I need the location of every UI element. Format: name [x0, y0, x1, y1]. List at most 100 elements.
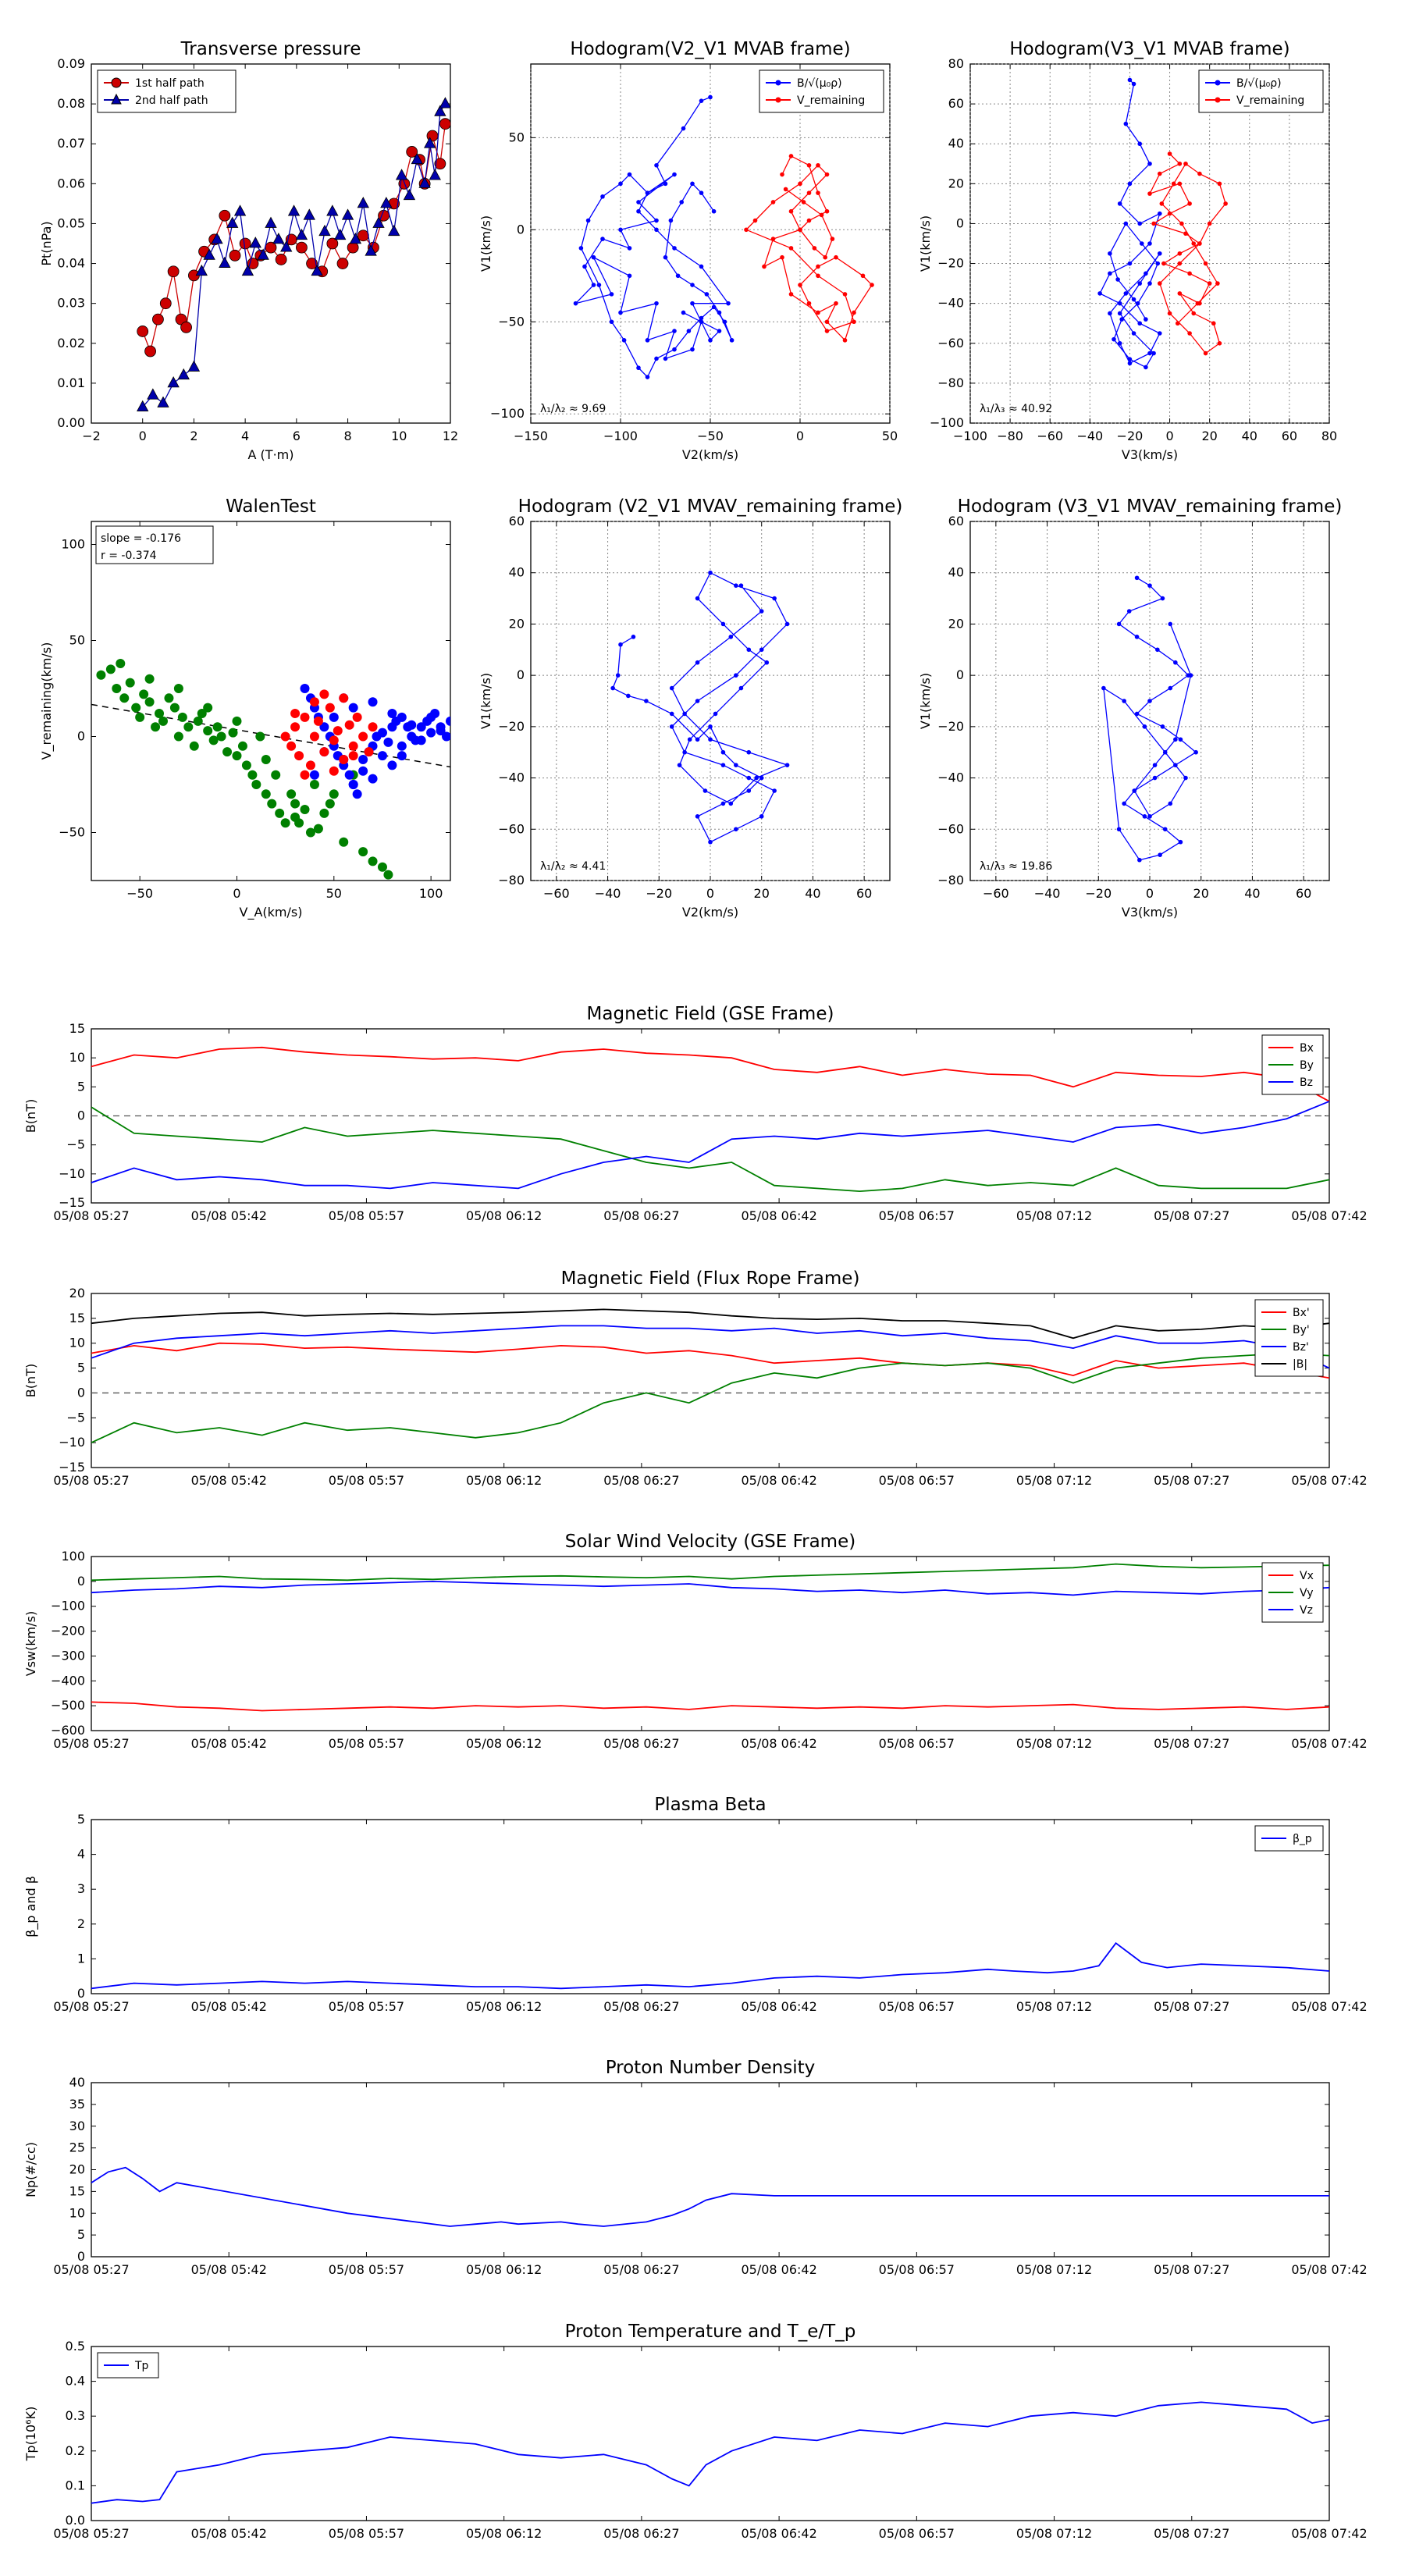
data-point	[824, 172, 830, 177]
y-axis-label: V1(km/s)	[478, 673, 493, 729]
y-tick-label: 3	[77, 1881, 85, 1896]
scatter-point	[105, 664, 116, 674]
y-tick-label: 5	[77, 1812, 85, 1827]
y-tick-label: 40	[948, 565, 964, 580]
x-tick-label: 20	[1201, 429, 1217, 443]
data-point	[672, 172, 677, 177]
legend-label: Tp	[134, 2360, 149, 2372]
data-point	[788, 208, 794, 214]
x-tick-label: 20	[754, 886, 770, 901]
data-point	[672, 329, 677, 333]
scatter-point	[325, 799, 335, 809]
data-point	[772, 788, 777, 793]
plot-data-layer	[1101, 575, 1198, 863]
scatter-point	[339, 755, 349, 765]
legend-label: β_p	[1293, 1833, 1312, 1845]
x-tick-label: 05/08 05:42	[191, 1208, 267, 1223]
y-tick-label: −15	[59, 1460, 85, 1475]
scatter-point	[280, 731, 290, 742]
data-point	[1160, 596, 1165, 601]
data-point	[645, 190, 650, 195]
data-point	[1157, 171, 1162, 176]
data-point	[1167, 311, 1172, 316]
x-axis-label: V3(km/s)	[1122, 447, 1178, 462]
chart-title: Proton Number Density	[606, 2058, 816, 2078]
x-tick-label: 05/08 06:27	[603, 1999, 679, 2014]
y-axis-label: B(nT)	[23, 1364, 38, 1397]
chart-mag_gse: Magnetic Field (GSE Frame) 05/08 05:27 05/…	[23, 1004, 1368, 1223]
data-point	[609, 319, 614, 325]
scatter-point	[309, 731, 319, 742]
legend-label: Bz'	[1293, 1341, 1309, 1354]
scatter-point	[290, 722, 301, 732]
scatter-point	[397, 712, 407, 722]
data-point	[1193, 749, 1198, 755]
data-point	[1127, 261, 1133, 266]
y-tick-label: 40	[69, 2075, 85, 2090]
data-point	[1178, 737, 1183, 742]
data-point	[654, 218, 659, 223]
y-axis-label: V1(km/s)	[918, 673, 933, 729]
scatter-point	[305, 827, 315, 838]
data-point	[699, 264, 704, 269]
x-axis-label: V3(km/s)	[1122, 905, 1178, 920]
plot-data-layer	[91, 659, 450, 880]
scatter-point	[352, 712, 362, 722]
data-point	[1122, 699, 1126, 703]
data-point-circle	[275, 254, 287, 265]
data-point	[1217, 181, 1222, 187]
x-axis-label: V2(km/s)	[682, 447, 738, 462]
legend-label: Bx'	[1293, 1307, 1310, 1319]
y-tick-label: −10	[59, 1435, 85, 1450]
data-point	[738, 685, 744, 691]
y-tick-label: −15	[59, 1195, 85, 1210]
data-point	[699, 98, 704, 103]
y-tick-label: 0.4	[66, 2374, 85, 2389]
x-tick-label: 05/08 06:12	[466, 2526, 542, 2541]
scatter-point	[193, 716, 203, 726]
scatter-point	[329, 712, 339, 722]
x-tick-label: 05/08 05:57	[329, 1473, 404, 1488]
y-tick-label: −40	[937, 296, 964, 311]
data-point-circle	[152, 313, 164, 326]
scatter-point	[158, 716, 168, 726]
data-point	[708, 839, 713, 845]
scatter-point	[305, 760, 315, 770]
scatter-point	[368, 722, 378, 732]
series-line	[91, 1701, 1329, 1712]
plot-data-layer	[91, 1942, 1329, 1990]
y-axis-label: V1(km/s)	[478, 215, 493, 272]
x-tick-label: 05/08 05:42	[191, 1473, 267, 1488]
data-point-triangle	[429, 169, 441, 180]
data-point	[713, 711, 718, 717]
data-point-triangle	[295, 228, 308, 240]
data-point	[669, 711, 674, 717]
plot-data-layer	[1097, 77, 1228, 370]
x-tick-label: 05/08 07:42	[1291, 1736, 1367, 1751]
data-point	[708, 570, 713, 575]
scatter-point	[169, 703, 180, 713]
data-point	[1162, 749, 1168, 755]
x-tick-label: −20	[1085, 886, 1112, 901]
data-point-circle	[357, 229, 369, 242]
data-point	[663, 181, 668, 187]
y-tick-label: 0.02	[57, 336, 85, 350]
y-tick-label: −80	[498, 873, 525, 888]
data-point	[780, 172, 784, 177]
scatter-point	[383, 870, 393, 880]
x-tick-label: 05/08 07:12	[1016, 1736, 1092, 1751]
data-point-triangle	[395, 169, 408, 180]
data-point	[1119, 317, 1125, 322]
data-point-triangle	[167, 376, 180, 388]
scatter-point	[228, 728, 238, 738]
data-point	[1155, 647, 1160, 653]
data-point-triangle	[219, 256, 231, 268]
data-point-circle	[336, 258, 349, 269]
data-point	[1139, 241, 1144, 246]
data-point-triangle	[365, 244, 377, 256]
y-axis-label: Vsw(km/s)	[23, 1611, 38, 1676]
y-axis-label: β_p and β	[23, 1876, 39, 1937]
x-tick-label: 05/08 05:27	[53, 1736, 129, 1751]
data-point	[690, 347, 695, 352]
plot-frame	[91, 2082, 1330, 2258]
